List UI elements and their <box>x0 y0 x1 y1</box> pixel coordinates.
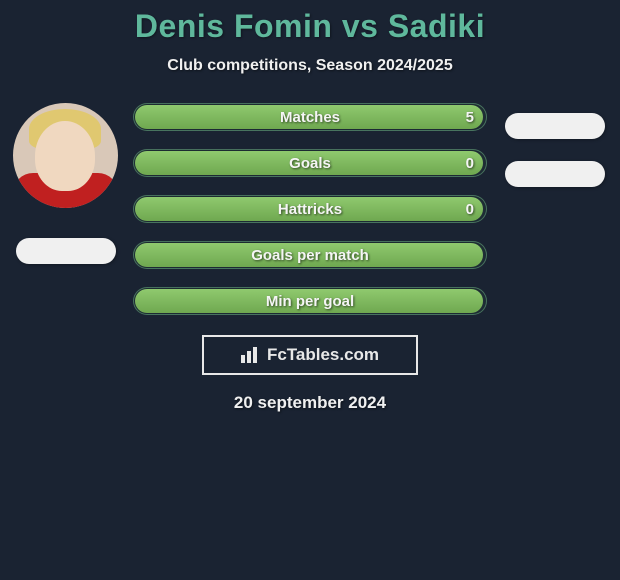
left-player-avatar <box>13 103 118 208</box>
branding-box[interactable]: FcTables.com <box>202 335 418 375</box>
left-player-name-pill <box>16 238 116 264</box>
stat-label: Goals <box>289 155 331 172</box>
stat-bar-min-per-goal: Min per goal <box>133 287 487 315</box>
stat-value: 5 <box>466 109 474 126</box>
avatar-face <box>35 121 95 191</box>
stat-label: Matches <box>280 109 340 126</box>
date-text: 20 september 2024 <box>0 393 620 413</box>
stat-value: 0 <box>466 155 474 172</box>
chart-icon <box>241 347 261 363</box>
stat-bar-goals: Goals 0 <box>133 149 487 177</box>
branding-text: FcTables.com <box>267 345 379 365</box>
stat-value: 0 <box>466 201 474 218</box>
stats-column: Matches 5 Goals 0 Hattricks 0 Goals per … <box>123 103 497 315</box>
right-player-col <box>497 103 612 187</box>
stat-label: Min per goal <box>266 293 354 310</box>
right-player-pill-1 <box>505 113 605 139</box>
subtitle: Club competitions, Season 2024/2025 <box>0 57 620 75</box>
stat-bar-goals-per-match: Goals per match <box>133 241 487 269</box>
stat-bar-hattricks: Hattricks 0 <box>133 195 487 223</box>
page-title: Denis Fomin vs Sadiki <box>0 8 620 45</box>
stat-label: Goals per match <box>251 247 369 264</box>
stat-bar-matches: Matches 5 <box>133 103 487 131</box>
left-player-col <box>8 103 123 264</box>
stat-label: Hattricks <box>278 201 342 218</box>
comparison-row: Matches 5 Goals 0 Hattricks 0 Goals per … <box>0 103 620 315</box>
right-player-pill-2 <box>505 161 605 187</box>
